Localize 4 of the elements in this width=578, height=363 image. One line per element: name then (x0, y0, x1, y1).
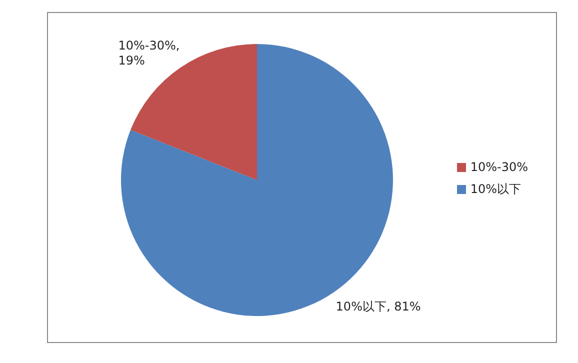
legend-label: 10%-30% (470, 160, 528, 174)
data-label: 10%-30%, 19% (118, 38, 180, 68)
data-label: 10%以下, 81% (336, 300, 421, 314)
legend-label: 10%以下 (470, 182, 521, 196)
